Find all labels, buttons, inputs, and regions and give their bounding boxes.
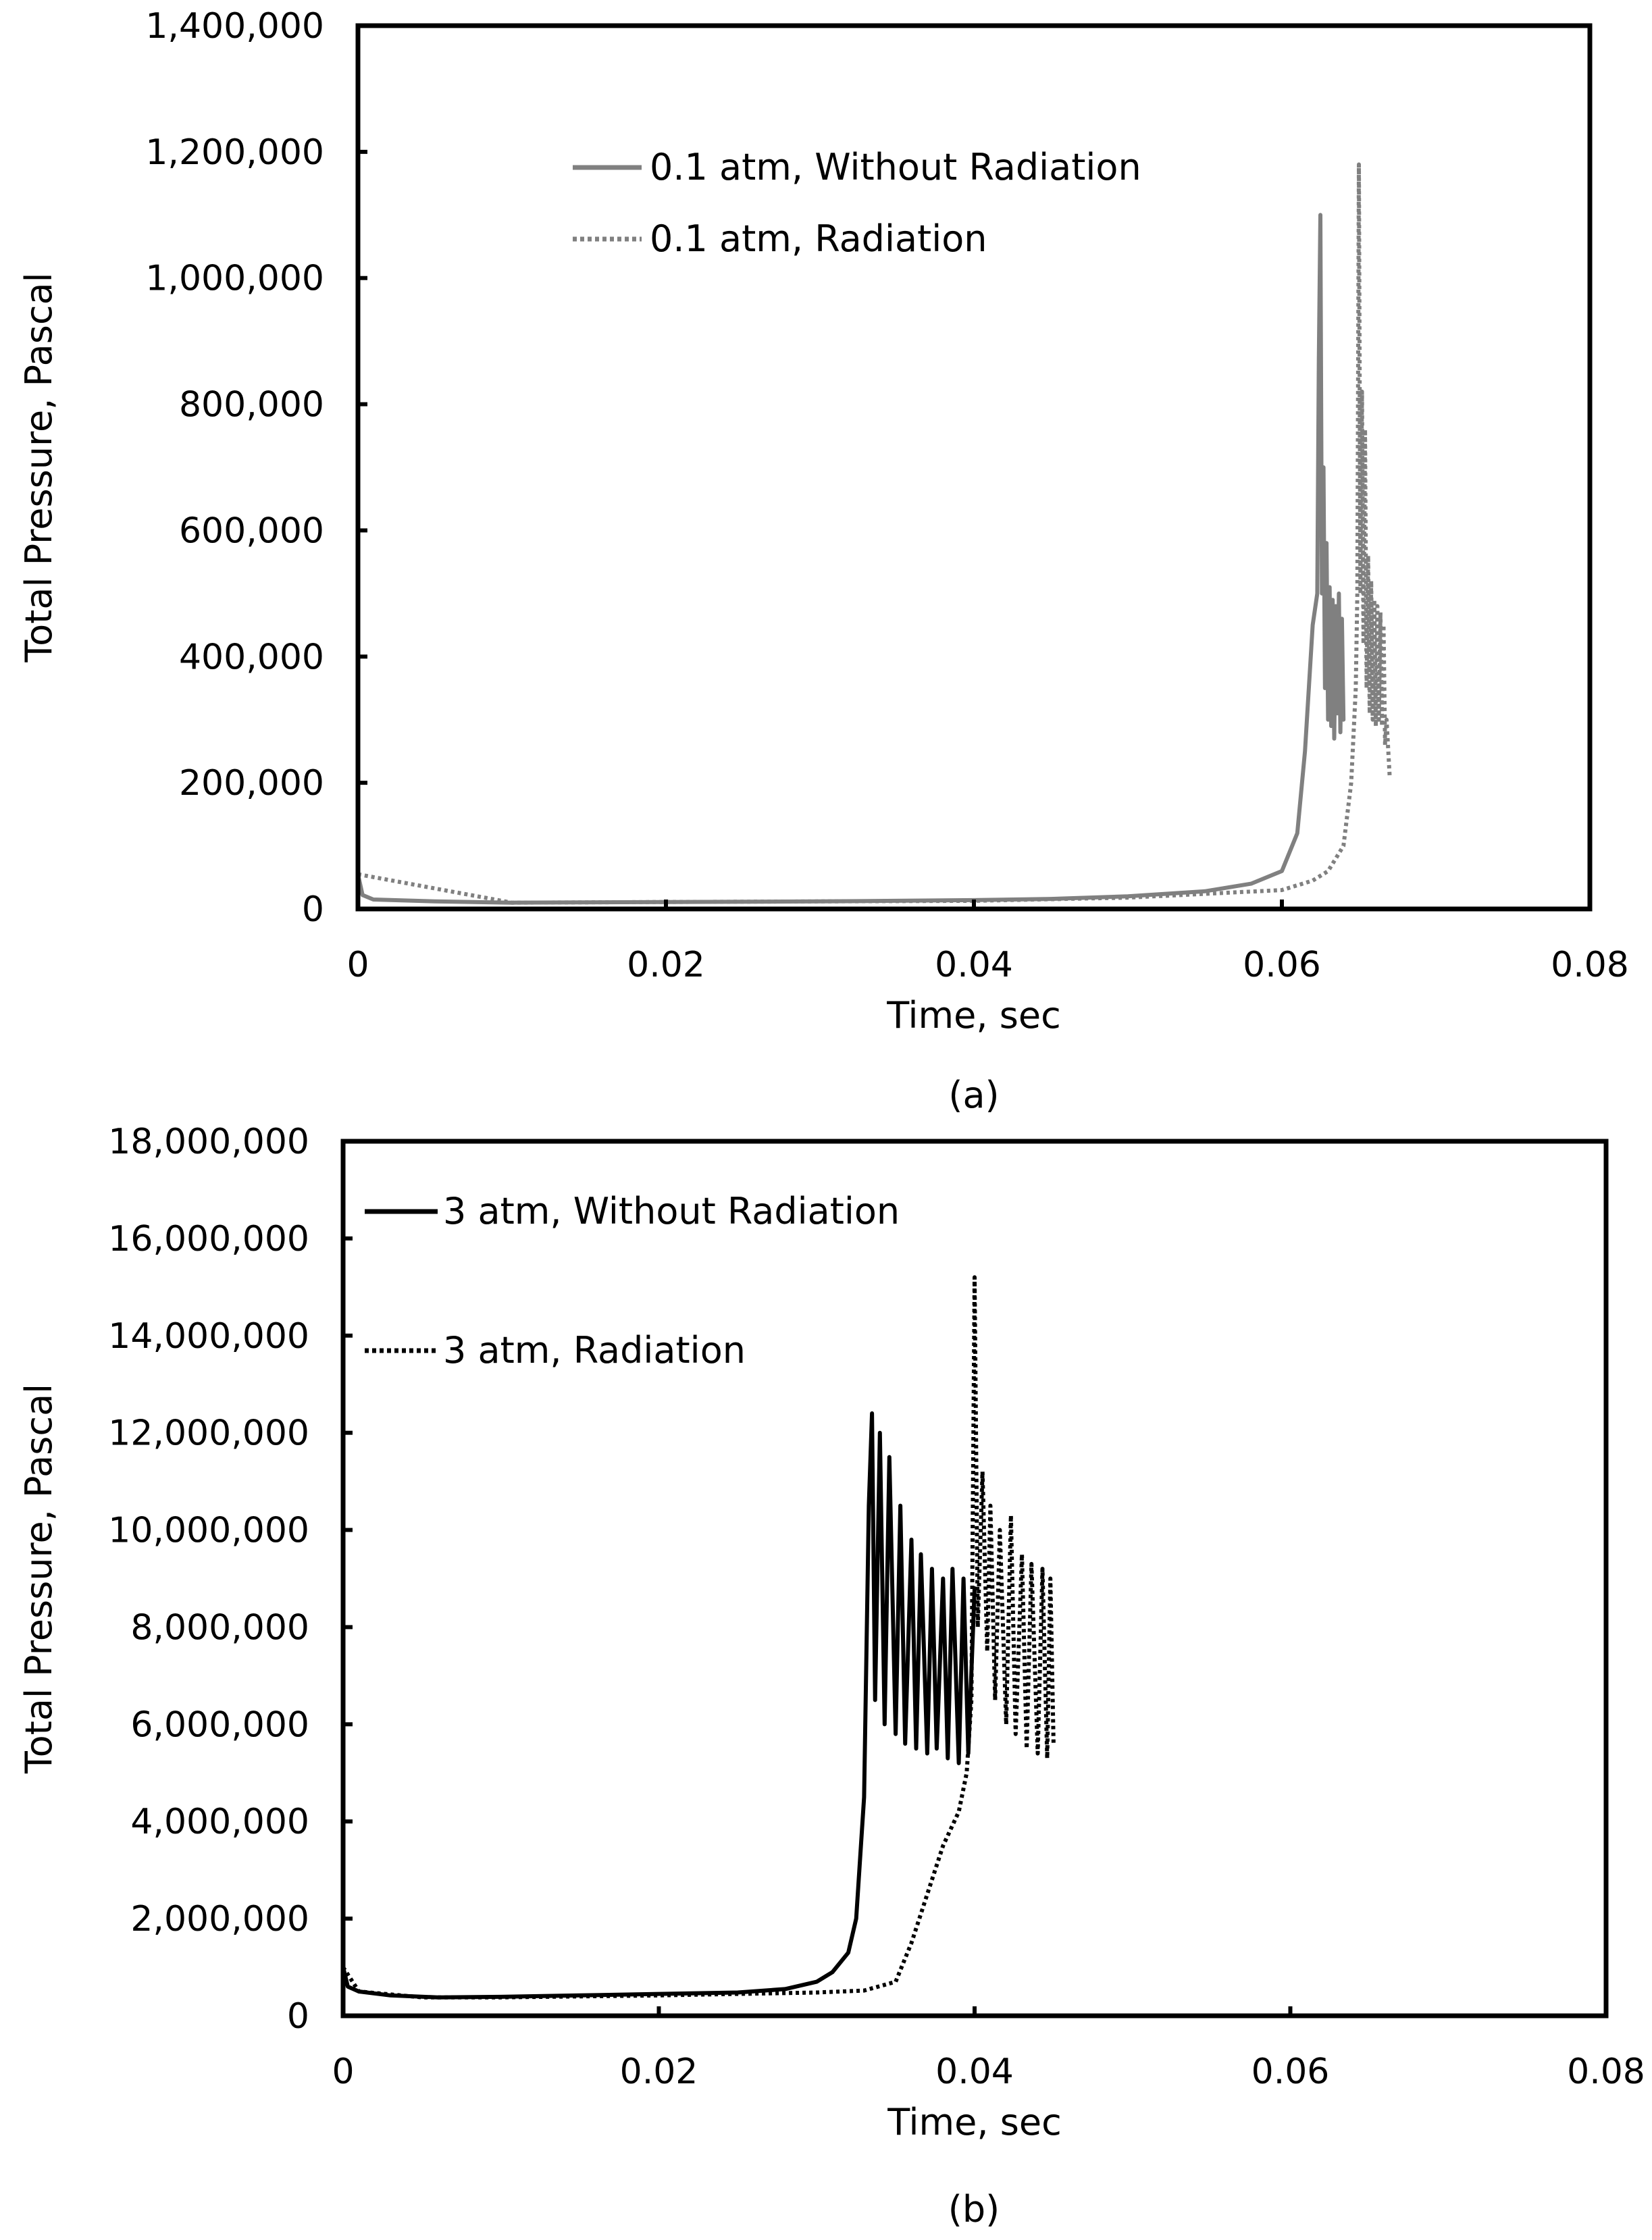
legend: 0.1 atm, Without Radiation 0.1 atm, Radia… (573, 146, 1141, 260)
x-tick-label: 0.08 (1551, 945, 1629, 985)
series-line-radiation (341, 1275, 1056, 2000)
y-axis-title: Total Pressure, Pascal (18, 272, 60, 662)
y-tick-label: 600,000 (179, 511, 324, 551)
y-tick-label: 18,000,000 (108, 1122, 309, 1162)
panel-label: (a) (948, 1074, 999, 1116)
y-tick-label: 1,200,000 (145, 132, 324, 173)
y-tick-label: 4,000,000 (130, 1802, 309, 1842)
y-tick-label: 8,000,000 (130, 1607, 309, 1648)
x-tick-label: 0 (332, 2052, 354, 2092)
y-tick-label: 14,000,000 (108, 1316, 309, 1357)
x-tick-label: 0.02 (627, 945, 705, 985)
x-tick-label: 0.08 (1567, 2052, 1645, 2092)
y-tick-label: 2,000,000 (130, 1899, 309, 1939)
y-tick-label: 16,000,000 (108, 1219, 309, 1259)
y-tick-label: 6,000,000 (130, 1704, 309, 1745)
x-tick-label: 0.04 (935, 2052, 1014, 2092)
y-tick-label: 400,000 (179, 637, 324, 677)
x-tick-label: 0 (346, 945, 369, 985)
y-tick-label: 0 (302, 889, 324, 930)
y-axis-title: Total Pressure, Pascal (18, 1384, 60, 1774)
y-tick-label: 1,400,000 (145, 6, 324, 47)
x-axis-title: Time, sec (887, 2101, 1062, 2143)
chart-panel-b: 0 0.02 0.04 0.06 0.08 0 2,000,000 4,000,000 6,00… (18, 1122, 1645, 2231)
y-tick-label: 10,000,000 (108, 1511, 309, 1551)
panel-label: (b) (948, 2188, 1000, 2231)
y-tick-label: 12,000,000 (108, 1413, 309, 1454)
legend-entry-label: 0.1 atm, Without Radiation (650, 146, 1141, 188)
legend-entry-label: 3 atm, Without Radiation (443, 1190, 900, 1232)
x-tick-label: 0.06 (1243, 945, 1321, 985)
y-tick-label: 0 (287, 1996, 309, 2037)
legend-entry-label: 0.1 atm, Radiation (650, 217, 987, 260)
legend-entry-label: 3 atm, Radiation (443, 1329, 746, 1372)
y-tick-label: 200,000 (179, 763, 324, 804)
y-tick-label: 1,000,000 (145, 259, 324, 299)
x-tick-label: 0.02 (620, 2052, 698, 2092)
x-tick-label: 0.06 (1251, 2052, 1330, 2092)
series-line-radiation (357, 162, 1392, 905)
x-axis-title: Time, sec (886, 994, 1061, 1037)
x-tick-label: 0.04 (935, 945, 1013, 985)
chart-panel-a: 0 0.02 0.04 0.06 0.08 0 200,000 400,000 600,000 8… (18, 6, 1629, 1116)
legend: 3 atm, Without Radiation 3 atm, Radiation (365, 1190, 900, 1372)
y-tick-label: 800,000 (179, 385, 324, 425)
